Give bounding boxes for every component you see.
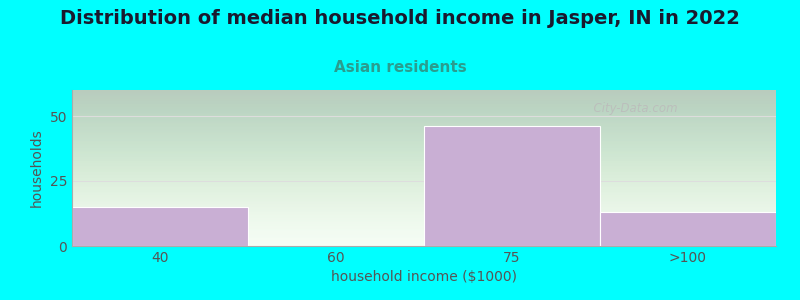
Bar xyxy=(600,212,776,246)
X-axis label: household income ($1000): household income ($1000) xyxy=(331,270,517,284)
Text: City-Data.com: City-Data.com xyxy=(586,103,678,116)
Y-axis label: households: households xyxy=(30,129,44,207)
Text: Asian residents: Asian residents xyxy=(334,60,466,75)
Text: Distribution of median household income in Jasper, IN in 2022: Distribution of median household income … xyxy=(60,9,740,28)
Bar xyxy=(424,126,600,246)
Bar xyxy=(72,207,248,246)
